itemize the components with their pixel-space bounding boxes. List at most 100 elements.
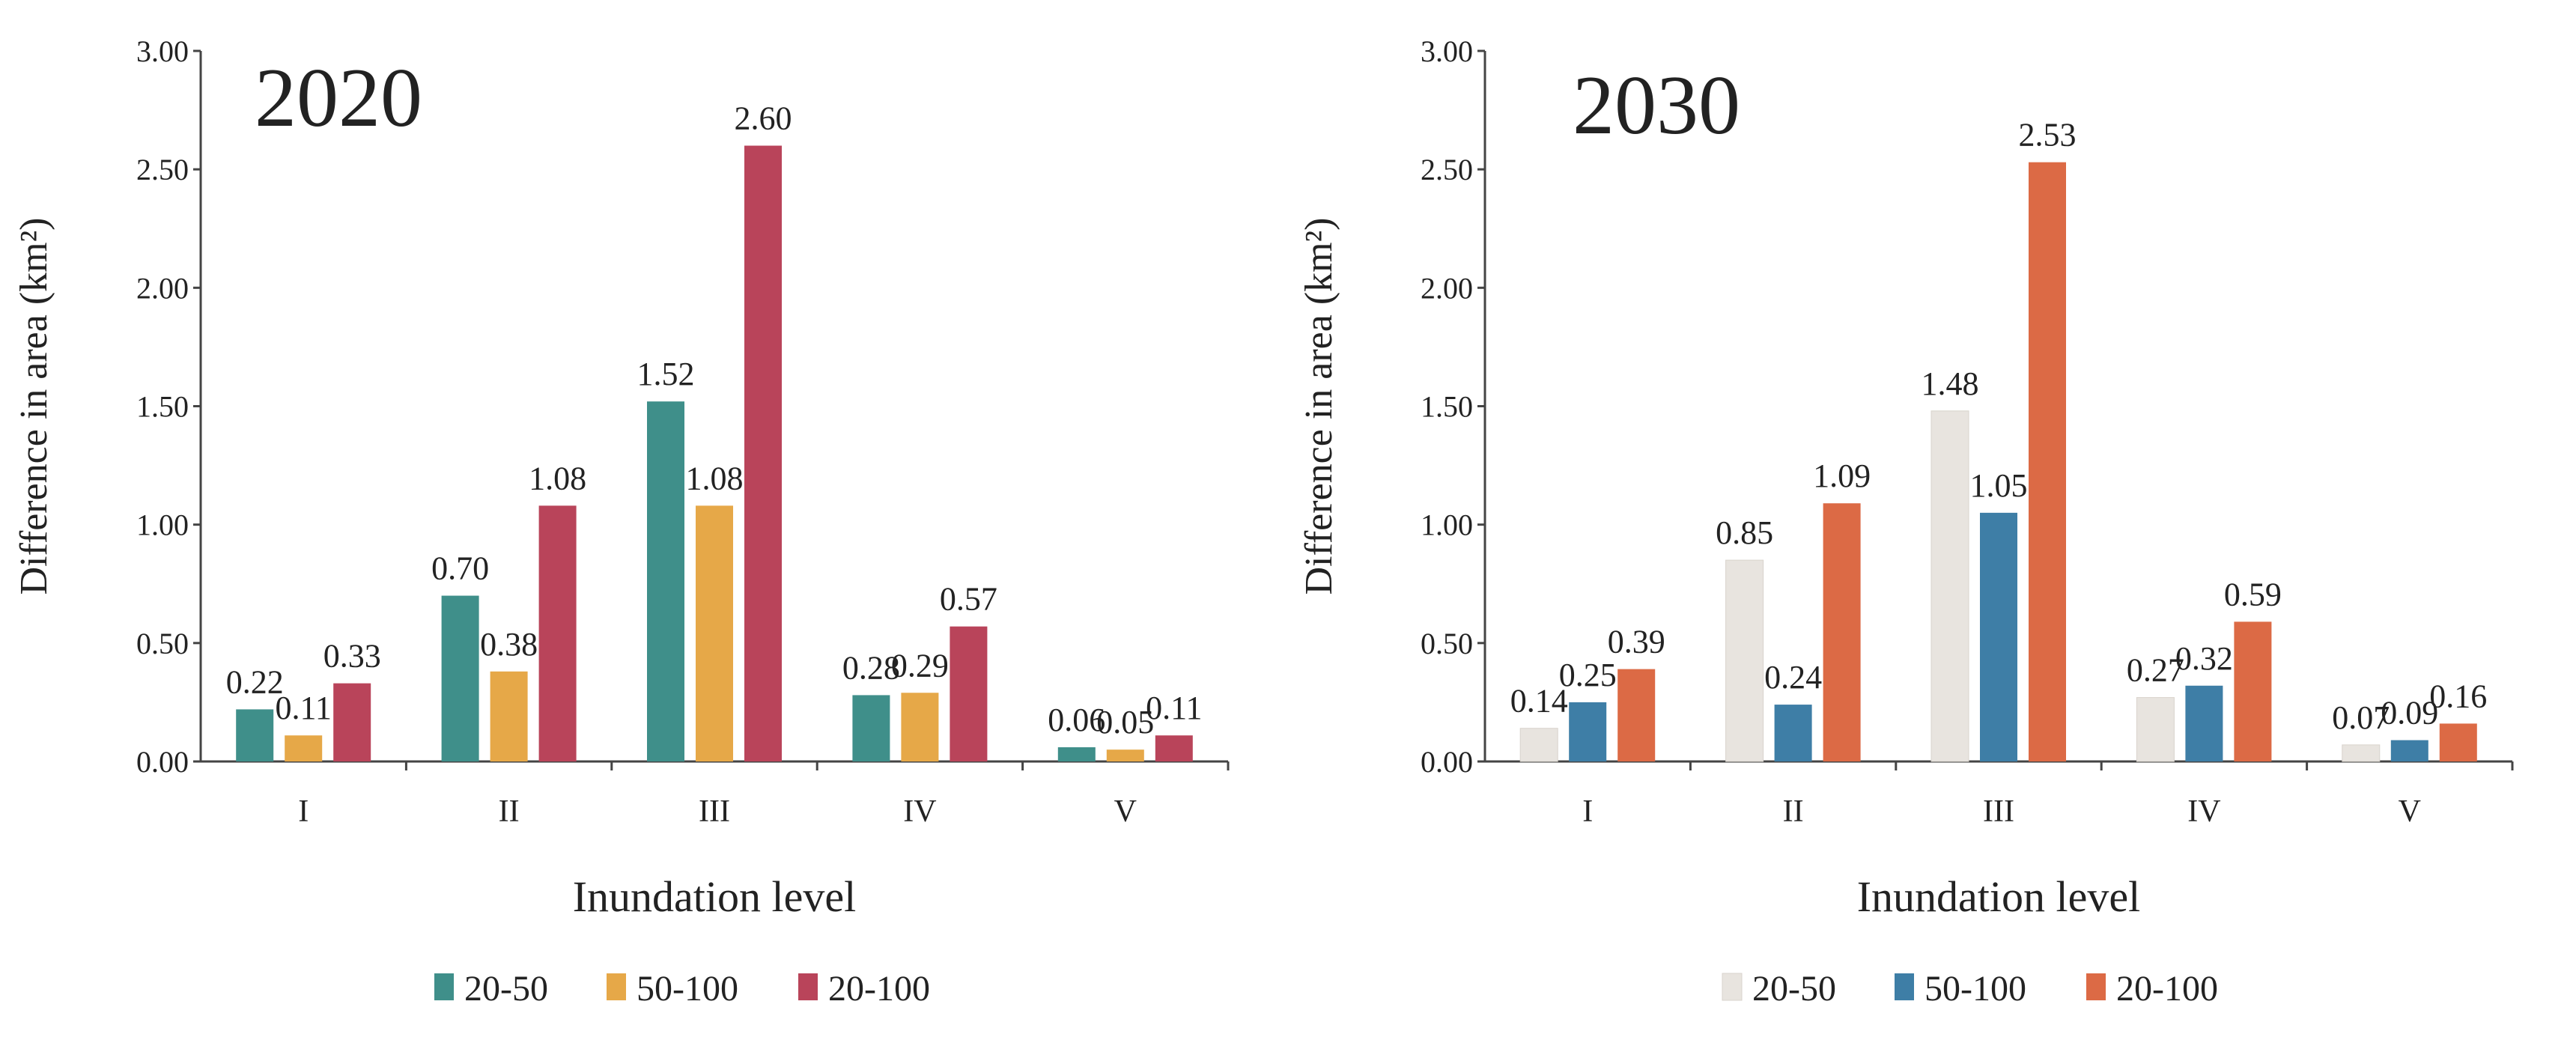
x-category-label: V: [2399, 794, 2421, 829]
data-label: 1.05: [1970, 467, 2028, 504]
legend-label: 20-100: [2116, 969, 2218, 1009]
bar-50-100-V: [2390, 740, 2428, 761]
legend-item-20-50: 20-50: [434, 969, 548, 1009]
y-tick-label: 2.00: [1421, 271, 1473, 305]
data-label: 0.25: [1559, 657, 1617, 693]
data-label: 0.22: [226, 663, 284, 700]
chart-title: 2030: [1573, 59, 1740, 152]
bar-20-100-IV: [2234, 621, 2272, 761]
bar-20-50-III: [1931, 410, 1969, 762]
y-tick-label: 2.00: [136, 271, 189, 305]
legend-swatch: [434, 973, 454, 1000]
x-category-label: II: [499, 794, 520, 829]
bar-20-100-II: [1823, 503, 1861, 761]
bar-20-50-V: [1057, 747, 1096, 761]
data-label: 2.53: [2019, 117, 2077, 153]
x-category-label: I: [298, 794, 309, 829]
bar-50-100-V: [1106, 749, 1144, 761]
data-label: 0.70: [431, 550, 489, 587]
y-tick-label: 2.50: [136, 153, 189, 186]
data-label: 1.48: [1922, 365, 1979, 402]
x-category-label: II: [1783, 794, 1804, 829]
y-axis-label: Difference in area (km²): [13, 217, 55, 595]
data-label: 1.08: [686, 460, 744, 496]
bar-50-100-II: [1774, 705, 1812, 761]
data-label: 0.39: [1608, 624, 1665, 660]
x-category-label: III: [699, 794, 730, 829]
x-category-label: IV: [903, 794, 936, 829]
x-category-label: V: [1114, 794, 1137, 829]
legend-label: 50-100: [1925, 969, 2026, 1009]
x-axis-label: Inundation level: [573, 872, 857, 921]
y-tick-label: 2.50: [1421, 153, 1473, 186]
data-label: 0.59: [2224, 576, 2282, 612]
y-tick-label: 1.50: [1421, 390, 1473, 424]
y-tick-label: 1.50: [136, 390, 189, 424]
data-label: 0.85: [1716, 514, 1773, 551]
data-label: 0.09: [2381, 695, 2438, 732]
y-tick-label: 0.50: [1421, 627, 1473, 660]
data-label: 0.07: [2332, 699, 2390, 736]
data-label: 0.38: [480, 626, 538, 663]
bar-20-100-II: [538, 505, 577, 761]
bar-20-50-V: [2342, 744, 2381, 762]
bar-20-100-III: [2029, 162, 2066, 762]
legend-item-50-100: 50-100: [607, 969, 738, 1009]
data-label: 0.33: [323, 638, 381, 675]
data-label: 0.24: [1764, 659, 1822, 696]
bar-20-100-IV: [950, 626, 988, 761]
data-label: 0.32: [2175, 640, 2233, 677]
bar-20-50-I: [236, 709, 274, 761]
chart-panel-2020: 2020 0.00 0.50 1.00 1.50 2.00 2.50 3.00 Differen…: [13, 34, 1230, 1009]
y-tick-label: 3.00: [1421, 34, 1473, 68]
legend-label: 20-100: [828, 969, 930, 1009]
data-label: 0.29: [891, 647, 949, 684]
y-tick-label: 0.50: [136, 627, 189, 660]
y-axis-label: Difference in area (km²): [1298, 217, 1340, 595]
data-label: 1.08: [529, 460, 586, 496]
bar-50-100-III: [1980, 512, 2017, 761]
legend-label: 20-50: [464, 969, 548, 1009]
legend-swatch: [607, 973, 626, 1000]
data-label: 0.11: [1146, 690, 1202, 726]
bar-50-100-II: [490, 671, 528, 761]
bar-50-100-IV: [2185, 685, 2223, 761]
bar-50-100-III: [696, 505, 733, 761]
x-category-label: III: [1983, 794, 2014, 829]
bar-20-50-III: [647, 401, 684, 761]
data-label: 0.05: [1096, 704, 1154, 741]
legend-label: 20-50: [1752, 969, 1836, 1009]
chart-title: 2020: [255, 52, 422, 145]
bar-50-100-IV: [901, 693, 939, 761]
bar-20-100-III: [744, 145, 782, 762]
data-label: 0.16: [2429, 678, 2487, 714]
bar-50-100-I: [285, 735, 323, 761]
legend-item-20-100: 20-100: [2086, 969, 2218, 1009]
data-label: 0.11: [276, 690, 332, 726]
y-tick-label: 1.00: [136, 508, 189, 542]
y-tick-label: 0.00: [136, 745, 189, 779]
data-label: 0.14: [1510, 683, 1568, 720]
legend-item-50-100: 50-100: [1895, 969, 2026, 1009]
legend-item-20-100: 20-100: [798, 969, 930, 1009]
data-label: 1.09: [1813, 457, 1871, 494]
legend-swatch: [1722, 973, 1743, 1001]
data-label: 1.52: [637, 356, 695, 392]
bar-20-50-II: [441, 595, 479, 761]
x-category-label: IV: [2187, 794, 2220, 829]
bar-20-50-II: [1725, 559, 1764, 762]
y-tick-label: 0.00: [1421, 745, 1473, 779]
legend-swatch: [1895, 973, 1914, 1000]
bar-20-50-I: [1519, 728, 1558, 762]
legend-swatch: [798, 973, 818, 1000]
data-label: 0.57: [940, 581, 997, 618]
bar-20-100-I: [1617, 669, 1656, 761]
y-tick-label: 1.00: [1421, 508, 1473, 542]
bar-20-50-IV: [852, 695, 890, 761]
x-axis-label: Inundation level: [1857, 872, 2141, 921]
data-label: 0.06: [1048, 702, 1105, 738]
bar-20-100-V: [1155, 735, 1193, 761]
bar-20-50-IV: [2136, 697, 2175, 762]
data-label: 0.27: [2127, 652, 2184, 689]
legend-item-20-50: 20-50: [1722, 969, 1836, 1009]
